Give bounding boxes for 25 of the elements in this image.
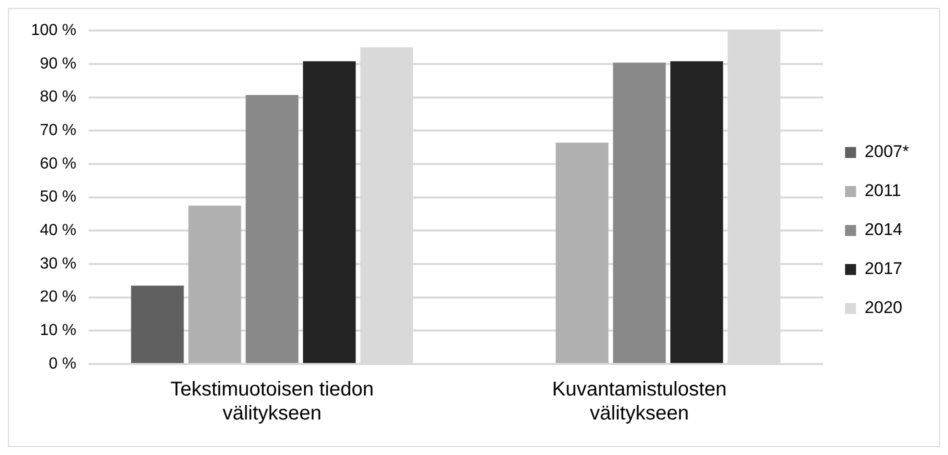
legend-label: 2014	[864, 220, 902, 240]
legend-label: 2020	[864, 298, 902, 318]
bar	[246, 94, 298, 363]
legend-label: 2011	[864, 181, 902, 200]
y-tick-label: 100 %	[30, 22, 76, 40]
y-tick-label: 90 %	[40, 55, 76, 72]
legend-label: 2007*	[864, 142, 910, 162]
y-tick-label: 40 %	[40, 222, 76, 240]
bar	[188, 206, 242, 363]
bar	[670, 61, 724, 363]
y-tick-label: 10 %	[40, 322, 76, 340]
bar	[131, 286, 184, 363]
y-tick-label: 0 %	[48, 355, 76, 372]
y-tick-label: 30 %	[40, 255, 76, 272]
y-tick-label: 20 %	[40, 288, 76, 306]
bar	[302, 61, 356, 363]
bar	[556, 142, 608, 363]
legend-label: 2017	[864, 259, 902, 278]
x-tick-label: Kuvantamistulosten välitykseen	[552, 378, 727, 425]
y-tick-label: 50 %	[40, 188, 76, 206]
bar	[613, 62, 666, 363]
y-tick-label: 70 %	[40, 122, 76, 140]
y-tick-label: 80 %	[40, 88, 76, 106]
y-tick-label: 60 %	[40, 155, 76, 172]
x-tick-label: Tekstimuotoisen tiedon välitykseen	[170, 378, 374, 425]
